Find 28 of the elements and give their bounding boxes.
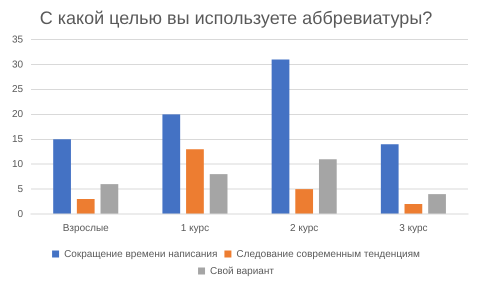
x-tick-label: 1 курс — [180, 222, 210, 234]
y-tick-label: 30 — [12, 59, 24, 70]
bar — [162, 114, 180, 214]
bar — [295, 189, 314, 214]
bar — [210, 174, 228, 214]
y-tick-label: 15 — [12, 134, 24, 146]
bar — [76, 199, 95, 214]
bar — [318, 159, 337, 214]
x-tick-label: 3 курс — [399, 222, 428, 234]
bar — [272, 60, 290, 214]
bar — [100, 184, 118, 214]
y-tick-label: 20 — [12, 109, 24, 120]
y-tick-label: 35 — [12, 34, 24, 46]
legend-label: Свой вариант — [210, 266, 274, 277]
y-tick-label: 25 — [12, 84, 24, 96]
x-tick-label: 2 курс — [290, 222, 318, 234]
bar — [428, 194, 446, 214]
bar — [380, 144, 399, 214]
bar — [404, 204, 422, 214]
legend-label: Сокращение времени написания — [64, 248, 218, 260]
bar — [53, 139, 71, 214]
x-tick-label: Взрослые — [62, 222, 110, 234]
y-tick-label: 5 — [18, 184, 24, 195]
bar — [186, 149, 204, 214]
y-tick-label: 10 — [12, 158, 24, 170]
y-tick-label: 0 — [18, 208, 24, 220]
legend-label: Следование современным тенденциям — [236, 248, 420, 260]
chart-title: С какой целью вы используете аббревиатуры? — [40, 8, 432, 28]
